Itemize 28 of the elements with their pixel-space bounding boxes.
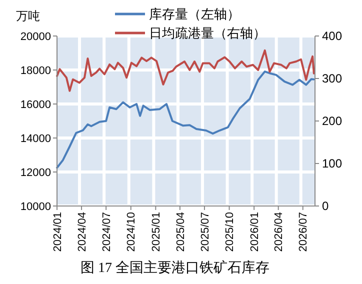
- x-tick-label: 2024/01: [52, 212, 64, 252]
- y-tick-label: 18000: [20, 64, 51, 77]
- line-series: [56, 70, 315, 169]
- x-tick-label: 2026/01: [248, 212, 261, 252]
- text: 图 17 全国主要港口铁矿石库存: [80, 260, 270, 276]
- y2-tick-label: 0: [322, 199, 329, 214]
- y-tick-label: 12000: [20, 166, 51, 179]
- y2-tick-label: 300: [322, 72, 342, 86]
- line-series: [56, 49, 315, 92]
- x-tick-label: 2024/10: [126, 212, 138, 252]
- x-tick-label: 2026/07: [298, 212, 310, 252]
- legend-label: 日均疏港量（右轴）: [149, 26, 266, 41]
- x-tick-label: 2024/07: [100, 212, 113, 252]
- y2-tick-label: 100: [322, 156, 342, 171]
- x-tick-label: 2024/04: [76, 212, 88, 252]
- y-tick-label: 14000: [20, 132, 51, 145]
- y2-tick-label: 400: [322, 29, 342, 44]
- legend-label: 库存量（左轴）: [149, 6, 240, 22]
- y-tick-label: 10000: [20, 200, 51, 213]
- x-tick-label: 2025/04: [174, 212, 187, 252]
- y-axis-title: 万吨: [16, 9, 40, 23]
- y-tick-label: 16000: [20, 98, 51, 111]
- x-tick-label: 2026/04: [273, 212, 286, 252]
- x-tick-label: 2025/01: [150, 212, 163, 252]
- y-tick-label: 20000: [20, 30, 51, 43]
- x-tick-label: 2025/10: [224, 212, 236, 252]
- y2-tick-label: 200: [322, 114, 342, 128]
- x-tick-label: 2025/07: [199, 212, 212, 252]
